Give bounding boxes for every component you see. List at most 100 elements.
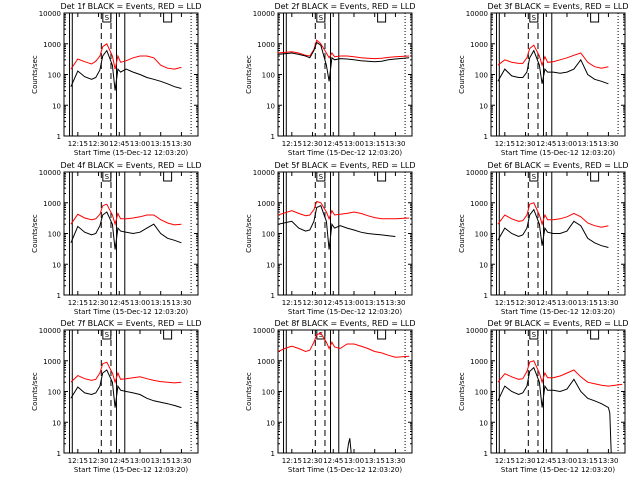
y-tick-label: 10 — [52, 419, 61, 427]
plot-frame — [490, 12, 626, 137]
marker-flag — [163, 12, 173, 23]
y-tick-label: 1000 — [43, 41, 61, 49]
x-tick-label: 12:30 — [302, 140, 322, 148]
lld-series-line — [497, 44, 609, 69]
y-tick-label: 10 — [266, 102, 275, 110]
y-tick-label: 1 — [484, 133, 488, 141]
lld-series-line — [278, 39, 410, 60]
y-tick-label: 100 — [262, 389, 275, 397]
plot-frame — [63, 12, 199, 137]
x-tick-label: 13:30 — [598, 299, 618, 307]
y-tick-label: 1000 — [470, 200, 488, 208]
x-axis-label: Start Time (15-Dec-12 12:03:20) — [74, 466, 188, 474]
y-tick-label: 1 — [57, 292, 61, 300]
x-tick-label: 13:00 — [130, 457, 150, 465]
x-tick-label: 13:15 — [578, 299, 598, 307]
x-axis-label: Start Time (15-Dec-12 12:03:20) — [74, 308, 188, 316]
detector-panel: Det 7f BLACK = Events, RED = LLD Counts/s… — [31, 319, 202, 474]
y-tick-label: 1000 — [470, 41, 488, 49]
marker-flag — [590, 329, 600, 340]
marker-flag — [377, 12, 387, 23]
events-series-line — [497, 49, 609, 85]
x-tick-label: 13:00 — [130, 299, 150, 307]
y-tick-label: 100 — [48, 231, 61, 239]
x-tick-label: 13:00 — [344, 140, 364, 148]
y-tick-label: 1000 — [43, 200, 61, 208]
x-tick-label: 13:30 — [385, 299, 405, 307]
plot-frame — [277, 171, 413, 296]
x-tick-label: 13:30 — [385, 457, 405, 465]
x-tick-label: 12:30 — [88, 140, 108, 148]
x-tick-label: 12:15 — [282, 140, 302, 148]
marker-flag — [102, 171, 112, 182]
y-axis-label: Counts/sec — [245, 55, 253, 94]
x-tick-label: 12:15 — [68, 140, 88, 148]
x-tick-label: 12:15 — [495, 299, 515, 307]
marker-flag-label: S — [532, 173, 537, 181]
detector-panel: Det 8f BLACK = Events, RED = LLD Counts/s… — [245, 319, 416, 474]
x-tick-label: 12:30 — [88, 299, 108, 307]
y-tick-label: 1 — [271, 292, 275, 300]
y-axis-label: Counts/sec — [245, 214, 253, 253]
y-tick-label: 1 — [57, 450, 61, 458]
plot-frame — [63, 329, 199, 454]
y-axis-label: Counts/sec — [458, 55, 466, 94]
y-axis-label: Counts/sec — [458, 372, 466, 411]
panel-title: Det 9f BLACK = Events, RED = LLD — [487, 319, 628, 328]
x-tick-label: 12:45 — [323, 140, 343, 148]
events-series-line — [497, 208, 609, 248]
events-series-line — [278, 205, 396, 250]
panel-title: Det 4f BLACK = Events, RED = LLD — [60, 161, 201, 170]
lld-series-line — [278, 332, 410, 358]
x-tick-label: 12:30 — [515, 140, 535, 148]
y-tick-label: 100 — [262, 72, 275, 80]
detector-panel: Det 5f BLACK = Events, RED = LLD Counts/s… — [245, 161, 416, 316]
x-axis-label: Start Time (15-Dec-12 12:03:20) — [501, 149, 615, 157]
lld-series-line — [70, 361, 182, 384]
x-tick-label: 13:30 — [171, 457, 191, 465]
y-tick-label: 1 — [57, 133, 61, 141]
detector-panel: Det 3f BLACK = Events, RED = LLD Counts/s… — [458, 2, 629, 157]
x-tick-label: 12:15 — [282, 299, 302, 307]
y-tick-label: 10000 — [253, 327, 275, 335]
x-tick-label: 13:00 — [557, 140, 577, 148]
y-tick-label: 10 — [479, 102, 488, 110]
y-tick-label: 10000 — [39, 169, 61, 177]
y-tick-label: 100 — [475, 389, 488, 397]
y-tick-label: 10000 — [466, 327, 488, 335]
y-tick-label: 100 — [262, 231, 275, 239]
lld-series-line — [70, 43, 182, 70]
y-tick-label: 10 — [52, 261, 61, 269]
marker-flag-label: S — [105, 14, 110, 22]
x-tick-label: 13:00 — [344, 299, 364, 307]
x-tick-label: 13:00 — [130, 140, 150, 148]
events-series-line — [70, 211, 182, 250]
panel-title: Det 8f BLACK = Events, RED = LLD — [274, 319, 415, 328]
x-tick-label: 13:15 — [151, 140, 171, 148]
x-tick-label: 12:45 — [536, 140, 556, 148]
panel-title: Det 1f BLACK = Events, RED = LLD — [60, 2, 201, 11]
y-tick-label: 100 — [475, 72, 488, 80]
x-tick-label: 13:00 — [557, 457, 577, 465]
x-tick-label: 13:15 — [578, 457, 598, 465]
y-tick-label: 1 — [484, 450, 488, 458]
x-tick-label: 12:30 — [515, 299, 535, 307]
lld-series-line — [278, 200, 410, 221]
x-tick-label: 13:15 — [365, 457, 385, 465]
marker-flag — [102, 329, 112, 340]
y-tick-label: 100 — [48, 72, 61, 80]
x-tick-label: 13:15 — [151, 457, 171, 465]
x-tick-label: 12:45 — [109, 140, 129, 148]
x-axis-label: Start Time (15-Dec-12 12:03:20) — [288, 149, 402, 157]
x-tick-label: 12:15 — [495, 457, 515, 465]
y-tick-label: 1 — [271, 133, 275, 141]
x-axis-label: Start Time (15-Dec-12 12:03:20) — [288, 466, 402, 474]
marker-flag — [377, 329, 387, 340]
y-tick-label: 1000 — [470, 358, 488, 366]
y-tick-label: 10 — [52, 102, 61, 110]
x-tick-label: 13:15 — [365, 140, 385, 148]
y-tick-label: 10000 — [39, 327, 61, 335]
x-tick-label: 12:45 — [109, 299, 129, 307]
events-series-line — [70, 49, 182, 91]
x-axis-label: Start Time (15-Dec-12 12:03:20) — [501, 466, 615, 474]
